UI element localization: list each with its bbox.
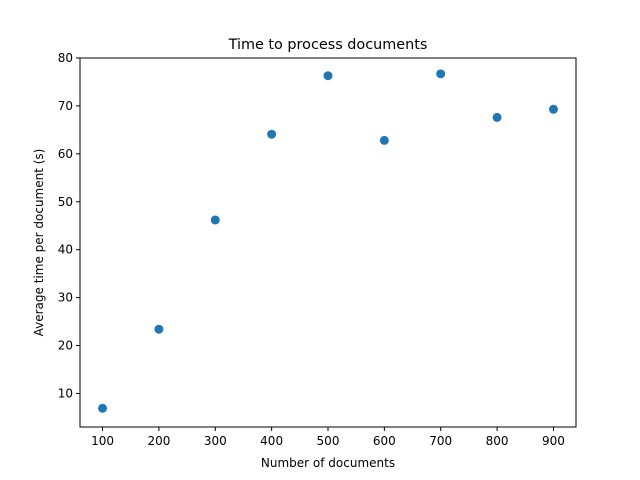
- data-point: [492, 112, 502, 122]
- x-tick-label: 400: [260, 434, 283, 448]
- data-points: [98, 69, 558, 413]
- y-tick-label: 60: [58, 147, 73, 161]
- y-tick-label: 50: [58, 195, 73, 209]
- y-axis-label: Average time per document (s): [32, 149, 46, 337]
- x-axis-label: Number of documents: [261, 456, 395, 470]
- x-tick-label: 600: [373, 434, 396, 448]
- x-tick-label: 500: [317, 434, 340, 448]
- x-tick-label: 900: [542, 434, 565, 448]
- data-point: [154, 324, 164, 334]
- data-point: [379, 135, 389, 145]
- data-point: [436, 69, 446, 79]
- y-tick-label: 20: [58, 339, 73, 353]
- x-tick-label: 100: [91, 434, 114, 448]
- y-tick-label: 10: [58, 386, 73, 400]
- y-tick-label: 80: [58, 51, 73, 65]
- x-tick-label: 300: [204, 434, 227, 448]
- chart-title: Time to process documents: [228, 37, 428, 53]
- x-tick-label: 800: [486, 434, 509, 448]
- x-tick-label: 200: [147, 434, 170, 448]
- x-tick-label: 700: [429, 434, 452, 448]
- y-axis-ticks: 10 20 30 40 50 60 70 80: [58, 51, 80, 400]
- x-axis-ticks: 100 200 300 400 500 600 700 800 900: [91, 427, 565, 448]
- data-point: [98, 403, 108, 413]
- data-point: [323, 71, 333, 81]
- data-point: [548, 104, 558, 114]
- y-tick-label: 40: [58, 243, 73, 257]
- data-point: [267, 129, 277, 139]
- y-tick-label: 70: [58, 99, 73, 113]
- data-point: [210, 215, 220, 225]
- y-tick-label: 30: [58, 291, 73, 305]
- axes-frame: [79, 57, 577, 428]
